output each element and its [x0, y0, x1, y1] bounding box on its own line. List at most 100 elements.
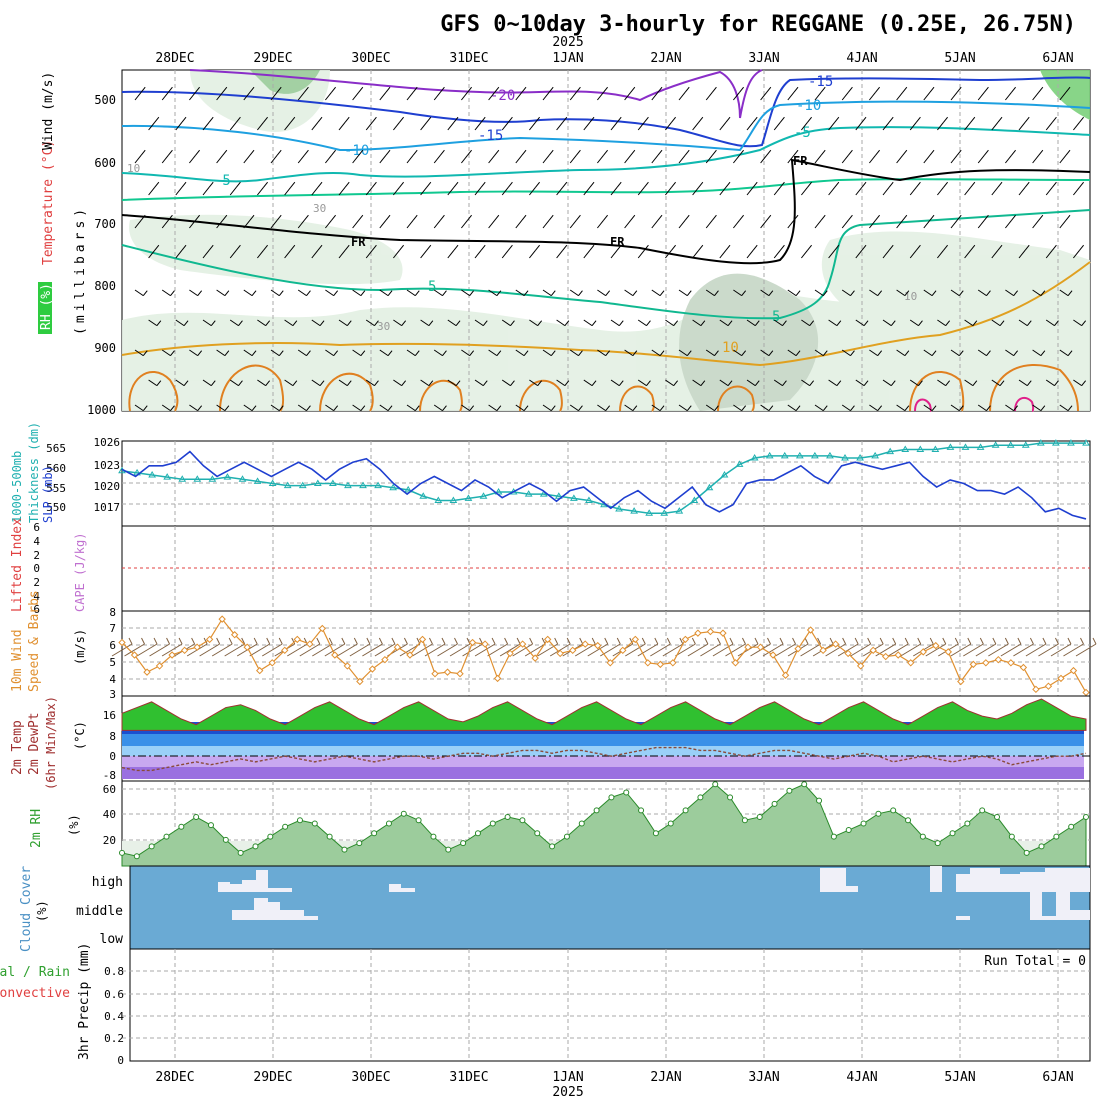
wind-barb-flag: [997, 116, 1003, 123]
thickness-marker: [569, 494, 578, 501]
wind-barb-flag: [576, 149, 581, 156]
wind-barb: [189, 349, 198, 357]
wind-barb-flag: [659, 405, 665, 411]
contour-frz: [121, 158, 1091, 265]
wind10-tick: 5: [109, 656, 116, 669]
wind-barb-flag: [780, 181, 785, 188]
wind10-marker: [769, 651, 777, 659]
precip-axis-1: Total / Rain: [0, 965, 70, 980]
wind-barb: [787, 289, 797, 297]
wind10-barb-flag: [767, 637, 771, 645]
thickness-marker: [735, 460, 744, 467]
li-tick: 6: [33, 603, 40, 616]
wind-barb: [1005, 219, 1013, 229]
rh-marker: [756, 813, 763, 820]
wind-barb-flag: [550, 405, 556, 411]
rh-marker: [267, 833, 274, 840]
wind-barb-flag: [754, 320, 760, 326]
wind-barb: [461, 349, 470, 357]
wind-barb-flag: [510, 380, 515, 386]
wind-barb-flag: [290, 244, 296, 251]
wind-barb: [937, 186, 945, 196]
wind-barb-flag: [236, 116, 241, 123]
wind-barb: [447, 249, 455, 259]
wind-barb-flag: [455, 320, 461, 326]
wind-barb: [189, 91, 197, 101]
contour-minus5b: [121, 178, 1091, 201]
wind-barb-flag: [766, 149, 772, 156]
wind10-barb-flag: [504, 637, 509, 645]
thickness-tick: 550: [46, 501, 66, 514]
rh-axis-title: 2m RH: [29, 809, 44, 848]
wind-barb: [189, 289, 198, 297]
wind-barb-flag: [931, 350, 937, 356]
date-label: 29DEC: [253, 1070, 292, 1085]
wind-barb-flag: [698, 116, 704, 123]
wind-barb: [556, 379, 566, 387]
date-label: 31DEC: [449, 51, 488, 66]
wind-barb: [148, 121, 156, 131]
wind-barb-flag: [644, 244, 649, 251]
wind10-marker: [756, 643, 765, 651]
wind-barb: [352, 91, 360, 101]
li-tick: 2: [33, 549, 40, 562]
wind-barb: [338, 186, 346, 196]
cloud-block: [230, 884, 242, 892]
precip-panel: Run Total = 0 0.8 0.6 0.4 0.2 0 Total / …: [0, 943, 1091, 1067]
wind-barb-flag: [807, 181, 813, 188]
wind-barb: [433, 289, 443, 297]
wind-barb: [855, 249, 863, 259]
wind-barb-flag: [278, 350, 284, 356]
wind10-marker: [856, 662, 865, 670]
rh-marker: [563, 833, 570, 840]
thickness-marker: [479, 492, 488, 499]
wind-barb-flag: [195, 86, 201, 93]
rh-marker: [430, 833, 437, 840]
wind-barb: [991, 249, 999, 259]
wind10-marker: [193, 643, 201, 651]
wind-barb-flag: [850, 290, 855, 296]
slp-axis-1: 1000-500mb: [10, 451, 24, 523]
wind-barb: [896, 91, 904, 101]
wind-barb-flag: [372, 116, 377, 123]
wind10-marker: [431, 670, 439, 678]
date-label: 4JAN: [846, 1070, 877, 1085]
wind-barb-flag: [344, 116, 350, 123]
wind10-barb-flag: [328, 637, 333, 645]
wind10-marker: [118, 638, 126, 647]
wind10-barb-flag: [917, 637, 922, 645]
wind-barb: [515, 219, 523, 229]
wind-barb: [909, 379, 919, 387]
wind-barb: [297, 349, 307, 357]
wind-barb-flag: [714, 290, 719, 296]
wind-barb-flag: [632, 290, 638, 296]
wind-barb: [882, 249, 890, 259]
slp-tick: 1023: [94, 459, 121, 472]
wind10-marker: [130, 651, 139, 659]
wind10-barb: [1025, 643, 1047, 657]
cloud-block: [268, 888, 292, 892]
wind-barb-flag: [170, 350, 175, 356]
wind-barb-flag: [210, 320, 216, 326]
wind10-barb-flag: [341, 637, 346, 645]
wind-barb-flag: [1013, 350, 1019, 356]
wind-barb-flag: [521, 214, 527, 221]
wind10-marker: [518, 640, 527, 648]
wind-barb-flag: [659, 290, 665, 296]
wind-barb: [529, 121, 537, 131]
wind-barb: [216, 219, 224, 229]
wind-barb: [801, 249, 809, 259]
pressure-tick: 600: [94, 156, 116, 170]
wind-barb-flag: [1067, 405, 1073, 411]
wind-barb-flag: [657, 214, 663, 221]
wind-barb-flag: [1038, 149, 1044, 156]
precip-tick: 0: [117, 1054, 124, 1067]
wind-barb: [338, 121, 346, 131]
thickness-marker: [615, 505, 623, 512]
wind10-barb: [512, 643, 533, 657]
wind-barb: [229, 121, 237, 131]
thickness-marker: [283, 481, 292, 489]
wind-barb-flag: [752, 244, 758, 251]
wind-barb-flag: [929, 86, 935, 93]
wind10-barb-flag: [716, 637, 721, 645]
